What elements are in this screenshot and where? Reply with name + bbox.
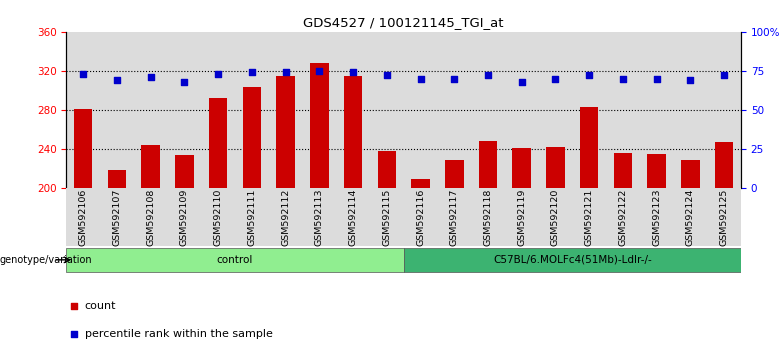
- Bar: [378, 151, 396, 188]
- Bar: [479, 141, 498, 188]
- Text: GSM592125: GSM592125: [720, 189, 729, 246]
- Bar: [512, 148, 531, 188]
- Text: GSM592124: GSM592124: [686, 189, 695, 246]
- Bar: [546, 147, 565, 188]
- Point: [212, 71, 225, 77]
- Text: GSM592121: GSM592121: [585, 189, 594, 246]
- Bar: [647, 154, 666, 188]
- Point: [178, 79, 190, 85]
- Bar: [141, 145, 160, 188]
- Text: GSM592120: GSM592120: [551, 189, 560, 246]
- Text: GSM592115: GSM592115: [382, 189, 392, 246]
- Text: count: count: [84, 301, 116, 311]
- Bar: [404, 247, 741, 272]
- Point: [111, 77, 123, 83]
- Bar: [580, 107, 598, 188]
- Text: GSM592110: GSM592110: [214, 189, 222, 246]
- Point: [583, 73, 595, 78]
- Point: [246, 69, 258, 75]
- Text: GSM592118: GSM592118: [484, 189, 492, 246]
- Bar: [344, 76, 363, 188]
- Bar: [209, 98, 228, 188]
- Text: GSM592112: GSM592112: [281, 189, 290, 246]
- Text: genotype/variation: genotype/variation: [0, 255, 93, 265]
- Point: [684, 77, 697, 83]
- Bar: [681, 160, 700, 188]
- Point: [414, 76, 427, 81]
- Point: [381, 73, 393, 78]
- Bar: [108, 170, 126, 188]
- Text: GSM592119: GSM592119: [517, 189, 526, 246]
- Bar: [74, 109, 93, 188]
- Point: [549, 76, 562, 81]
- Text: GSM592111: GSM592111: [247, 189, 257, 246]
- Point: [651, 76, 663, 81]
- Point: [77, 71, 90, 77]
- Text: C57BL/6.MOLFc4(51Mb)-Ldlr-/-: C57BL/6.MOLFc4(51Mb)-Ldlr-/-: [493, 255, 652, 265]
- Point: [448, 76, 460, 81]
- Point: [718, 73, 730, 78]
- Point: [328, 202, 341, 208]
- Bar: [243, 87, 261, 188]
- Point: [617, 76, 629, 81]
- Point: [144, 74, 157, 80]
- Point: [279, 69, 292, 75]
- Text: GSM592109: GSM592109: [180, 189, 189, 246]
- Bar: [614, 153, 633, 188]
- Text: GSM592122: GSM592122: [619, 189, 627, 246]
- Text: GSM592113: GSM592113: [315, 189, 324, 246]
- Point: [347, 69, 360, 75]
- Point: [482, 73, 495, 78]
- Bar: [175, 154, 193, 188]
- Bar: [276, 76, 295, 188]
- Text: GSM592123: GSM592123: [652, 189, 661, 246]
- Text: GSM592108: GSM592108: [146, 189, 155, 246]
- Point: [516, 79, 528, 85]
- Text: GSM592107: GSM592107: [112, 189, 122, 246]
- Bar: [66, 247, 404, 272]
- Text: percentile rank within the sample: percentile rank within the sample: [84, 330, 272, 339]
- Text: GSM592106: GSM592106: [79, 189, 87, 246]
- Text: GSM592114: GSM592114: [349, 189, 357, 246]
- Text: control: control: [217, 255, 254, 265]
- Text: GSM592117: GSM592117: [450, 189, 459, 246]
- Text: GSM592116: GSM592116: [416, 189, 425, 246]
- Bar: [310, 63, 328, 188]
- Bar: [411, 179, 430, 188]
- Bar: [445, 160, 463, 188]
- Bar: [714, 142, 733, 188]
- Point: [313, 68, 325, 74]
- Title: GDS4527 / 100121145_TGI_at: GDS4527 / 100121145_TGI_at: [303, 16, 504, 29]
